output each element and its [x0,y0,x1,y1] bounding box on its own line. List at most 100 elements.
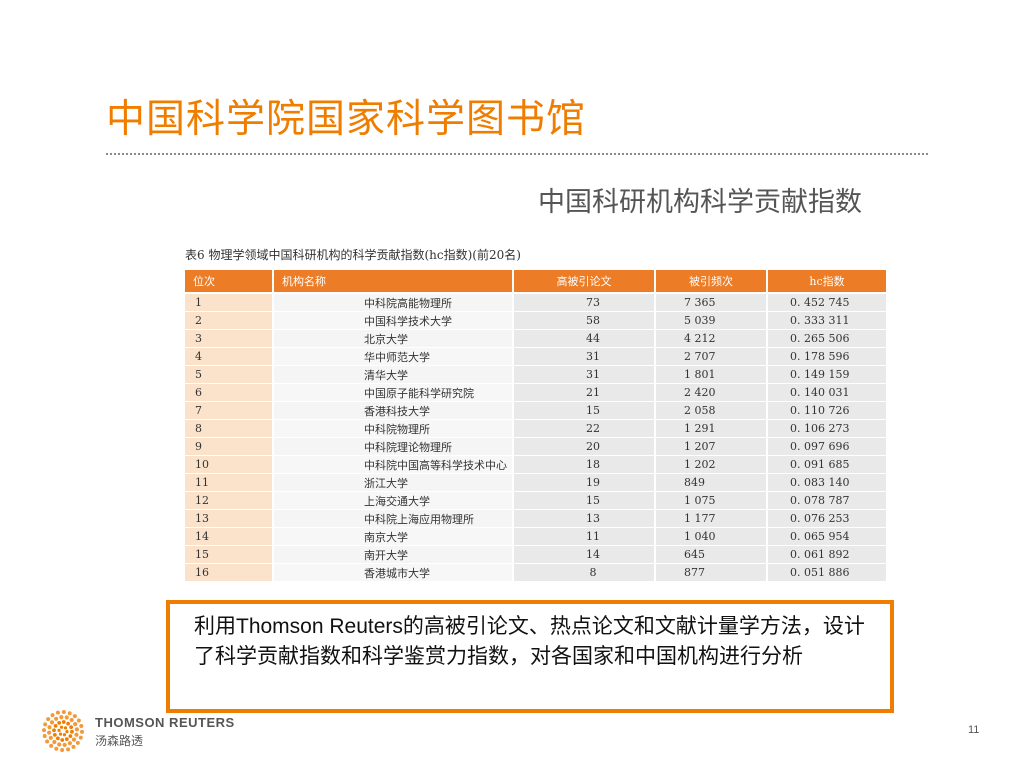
institution-name-cell: 香港科技大学 [273,401,514,420]
hc-index-cell: 0. 083 140 [767,473,888,492]
logo-dot [79,729,84,734]
citations-cell: 1 291 [655,419,768,438]
hc-index-cell: 0. 178 596 [767,347,888,366]
highly-cited-papers-cell: 20 [513,437,656,456]
hc-index-cell: 0. 265 506 [767,329,888,348]
logo-dot [52,732,57,737]
logo-dot [69,717,74,723]
citations-cell: 1 040 [655,527,768,546]
logo-dot [74,732,79,737]
logo-dot [49,720,55,725]
hc-index-cell: 0. 333 311 [767,311,888,330]
table-caption: 表6 物理学领域中国科研机构的科学贡献指数(hc指数)(前20名) [185,248,521,262]
logo-dot [55,710,60,715]
table-row: 10 中科院中国高等科学技术中心 18 1 202 0. 091 685 [185,455,888,474]
logo-dot [73,722,78,727]
logo-dot [42,728,47,733]
highly-cited-papers-cell: 13 [513,509,656,528]
logo-dot [61,710,66,715]
logo-dot [78,735,83,740]
logo-name-en: THOMSON REUTERS [95,715,235,730]
hc-index-cell: 0. 097 696 [767,437,888,456]
logo-dot [45,739,50,744]
logo-dot [57,728,61,732]
slide-title: 中国科学院国家科学图书馆 [106,97,587,142]
institution-name-cell: 浙江大学 [273,473,514,492]
logo-dot [76,718,81,723]
page-number: 11 [968,724,980,736]
thomson-reuters-dot-sphere-icon [42,710,84,752]
rank-cell: 4 [185,347,274,366]
table-row: 1 中科院高能物理所 73 7 365 0. 452 745 [185,293,888,312]
institution-name-cell: 中科院高能物理所 [273,293,514,312]
company-logo: THOMSON REUTERS 汤森路透 [40,708,240,756]
callout-text: 利用Thomson Reuters的高被引论文、热点论文和文献计量学方法，设计了… [194,615,865,668]
rank-cell: 3 [185,329,274,348]
table-row: 14 南京大学 11 1 040 0. 065 954 [185,527,888,546]
ranking-table: 位次 机构名称 高被引论文 被引频次 hc指数 1 中科院高能物理所 73 7 365… [185,270,888,582]
institution-name-cell: 中科院上海应用物理所 [273,509,514,528]
logo-dot [49,743,54,748]
hc-index-cell: 0. 065 954 [767,527,888,546]
institution-name-cell: 上海交通大学 [273,491,514,510]
rank-cell: 5 [185,365,274,384]
logo-dot [71,744,76,749]
table-row: 12 上海交通大学 15 1 075 0. 078 787 [185,491,888,510]
table-row: 13 中科院上海应用物理所 13 1 177 0. 076 253 [185,509,888,528]
rank-cell: 10 [185,455,274,474]
rank-cell: 1 [185,293,274,312]
hc-index-cell: 0. 051 886 [767,563,888,582]
table-body: 1 中科院高能物理所 73 7 365 0. 452 745 2 中国科学技术大学 58 5 0… [185,293,888,582]
logo-dot [59,715,64,720]
table-row: 3 北京大学 44 4 212 0. 265 506 [185,329,888,348]
header-hc-index: hc指数 [767,270,888,294]
citations-cell: 5 039 [655,311,768,330]
logo-dot [68,734,73,739]
logo-dot [62,742,67,747]
logo-dot [72,714,77,719]
logo-dot [46,717,51,722]
callout-box: 利用Thomson Reuters的高被引论文、热点论文和文献计量学方法，设计了… [166,600,894,713]
highly-cited-papers-cell: 15 [513,491,656,510]
rank-cell: 2 [185,311,274,330]
title-divider [106,153,928,155]
institution-name-cell: 北京大学 [273,329,514,348]
logo-dot [74,727,79,732]
hc-index-cell: 0. 061 892 [767,545,888,564]
highly-cited-papers-cell: 15 [513,401,656,420]
rank-cell: 8 [185,419,274,438]
citations-cell: 645 [655,545,768,564]
institution-name-cell: 华中师范大学 [273,347,514,366]
rank-cell: 12 [185,491,274,510]
logo-dot [57,742,62,747]
highly-cited-papers-cell: 19 [513,473,656,492]
rank-cell: 11 [185,473,274,492]
logo-dot [62,733,67,737]
logo-dot [47,730,52,735]
logo-dot [67,711,72,716]
citations-cell: 2 058 [655,401,768,420]
logo-dot [52,739,57,745]
highly-cited-papers-cell: 31 [513,365,656,384]
logo-dot [75,740,80,745]
highly-cited-papers-cell: 44 [513,329,656,348]
header-citations: 被引频次 [655,270,768,294]
logo-dot [69,725,74,730]
hc-index-cell: 0. 106 273 [767,419,888,438]
logo-dot [59,725,64,729]
highly-cited-papers-cell: 22 [513,419,656,438]
highly-cited-papers-cell: 73 [513,293,656,312]
institution-name-cell: 中国原子能科学研究院 [273,383,514,402]
logo-dot [54,746,59,751]
citations-cell: 2 707 [655,347,768,366]
logo-dot [48,735,53,740]
hc-index-cell: 0. 452 745 [767,293,888,312]
rank-cell: 14 [185,527,274,546]
logo-dot [71,737,77,742]
table-row: 15 南开大学 14 645 0. 061 892 [185,545,888,564]
rank-cell: 16 [185,563,274,582]
table-header-row: 位次 机构名称 高被引论文 被引频次 hc指数 [185,270,888,294]
logo-dot [64,715,69,720]
citations-cell: 7 365 [655,293,768,312]
hc-index-cell: 0. 149 159 [767,365,888,384]
